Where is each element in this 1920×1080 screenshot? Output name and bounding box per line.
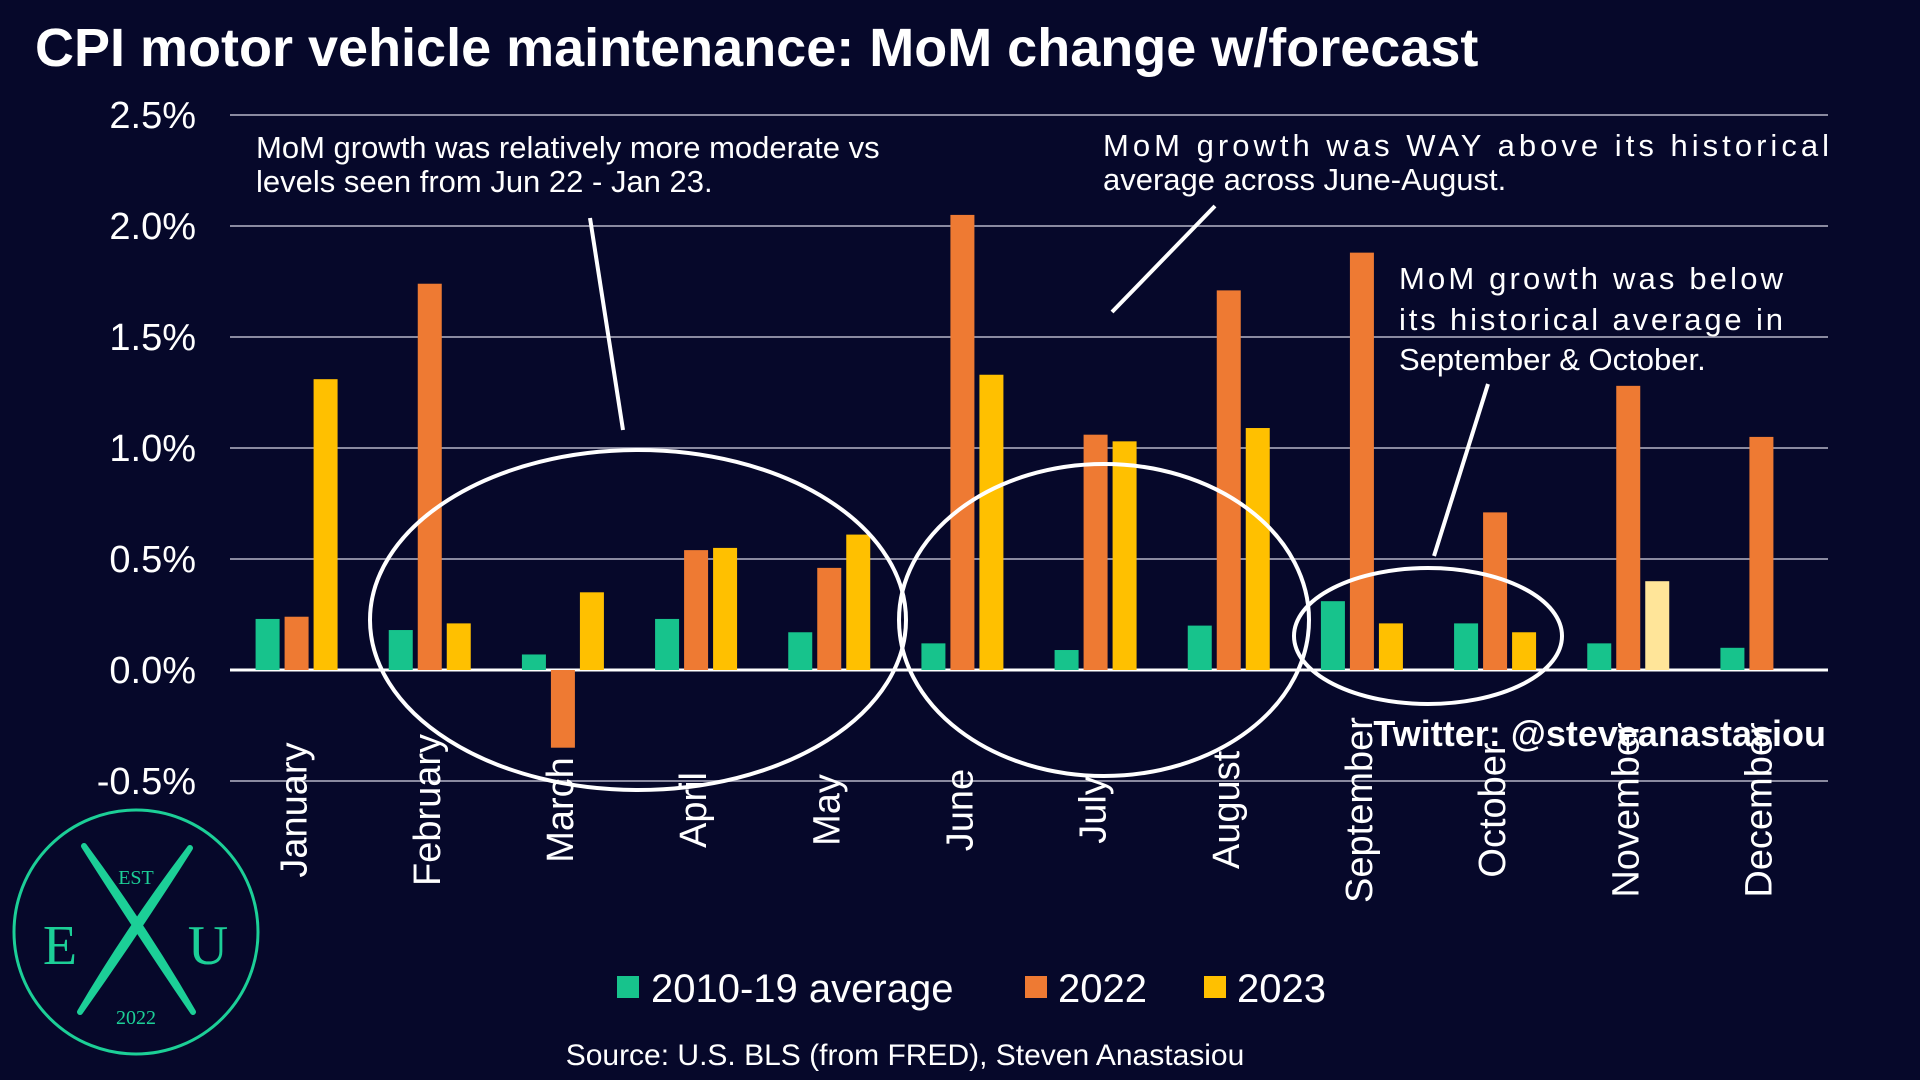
logo-est: EST (118, 867, 154, 889)
bar-december-2022 (1749, 436, 1774, 670)
logo-year: 2022 (116, 1007, 156, 1029)
x-tick-label: December (1738, 722, 1780, 898)
x-tick-label: May (806, 774, 848, 846)
legend-swatch-2022 (1025, 976, 1047, 998)
bar-november-2023 (1645, 581, 1670, 670)
annotation-ellipse-jun-aug (897, 462, 1311, 778)
legend-swatch-avg (617, 976, 639, 998)
twitter-handle: Twitter: @steveanastasiou (1373, 713, 1826, 754)
logo-letter-u: U (188, 915, 228, 977)
bar-may-2023 (846, 534, 871, 670)
bar-february-2023 (446, 623, 471, 670)
bar-july-2023 (1112, 441, 1137, 670)
y-tick-label: 2.5% (109, 95, 196, 137)
bar-june-avg (921, 643, 946, 670)
bar-august-2023 (1245, 428, 1270, 670)
x-tick-label: August (1206, 750, 1248, 869)
annotation-text-2: MoM growth was WAY above its historical … (1103, 128, 1842, 197)
bar-september-2022 (1349, 252, 1374, 670)
exu-logo: EST E X U 2022 (12, 808, 260, 1056)
y-tick-label: 0.5% (109, 539, 196, 581)
y-tick-label: 0.0% (109, 650, 196, 692)
legend-label-avg: 2010-19 average (651, 967, 953, 1011)
x-tick-label: June (939, 769, 981, 851)
legend-label-2023: 2023 (1237, 967, 1326, 1011)
bar-april-avg (655, 618, 680, 670)
y-tick-label: 1.0% (109, 428, 196, 470)
legend: 2010-19 average 2022 2023 (617, 967, 1326, 1011)
annotation-pointer-1 (588, 217, 625, 431)
logo-letter-e: E (43, 915, 77, 977)
annotation-pointer-3 (1432, 383, 1490, 557)
bar-october-2023 (1512, 632, 1537, 670)
logo-ring (12, 808, 260, 1056)
bar-march-2022 (550, 670, 575, 748)
annotation-ellipse-mar-may (368, 448, 908, 792)
legend-label-2022: 2022 (1058, 967, 1147, 1011)
chart-title: CPI motor vehicle maintenance: MoM chang… (35, 18, 1478, 78)
x-tick-label: November (1605, 722, 1647, 898)
bar-october-avg (1454, 623, 1479, 670)
x-axis: January February March April May June July Augu… (274, 717, 1781, 903)
bar-january-avg (255, 618, 280, 670)
logo-quill-icon-2 (77, 845, 193, 1015)
bar-july-2022 (1083, 434, 1108, 670)
grid (230, 114, 1828, 782)
bar-may-avg (788, 632, 813, 670)
bar-august-2022 (1216, 290, 1241, 670)
x-tick-label: October (1472, 742, 1514, 878)
bar-january-2023 (313, 379, 338, 670)
y-tick-label: 2.0% (109, 206, 196, 248)
bar-march-avg (521, 654, 546, 670)
bar-february-2022 (417, 283, 442, 670)
bar-november-2022 (1616, 385, 1641, 670)
x-tick-label: September (1339, 717, 1381, 903)
x-tick-label: March (540, 757, 582, 863)
source-note: Source: U.S. BLS (from FRED), Steven Ana… (566, 1039, 1245, 1072)
y-tick-label: -0.5% (97, 761, 196, 803)
x-tick-label: January (274, 742, 316, 877)
annotation-text-1: MoM growth was relatively more moderate … (256, 130, 888, 199)
x-tick-label: July (1073, 776, 1115, 844)
bar-february-avg (388, 630, 413, 670)
x-tick-label: February (407, 734, 449, 886)
bar-december-avg (1720, 647, 1745, 670)
annotations (368, 204, 1564, 792)
bar-august-avg (1187, 625, 1212, 670)
annotation-text-3: MoM growth was below its historical aver… (1399, 261, 1795, 377)
annotation-pointer-2 (1110, 204, 1217, 314)
bar-july-avg (1054, 650, 1079, 670)
bar-september-2023 (1378, 623, 1403, 670)
bar-march-2023 (579, 592, 604, 670)
bar-november-avg (1587, 643, 1612, 670)
annotation-ellipse-sep-oct (1292, 566, 1564, 706)
bar-october-2022 (1483, 512, 1508, 670)
bar-september-avg (1320, 601, 1345, 670)
bars (255, 214, 1774, 748)
y-axis: -0.5% 0.0% 0.5% 1.0% 1.5% 2.0% 2.5% (97, 95, 196, 803)
bar-april-2022 (684, 550, 709, 670)
bar-may-2022 (817, 567, 842, 670)
y-tick-label: 1.5% (109, 317, 196, 359)
bar-april-2023 (713, 547, 738, 670)
bar-january-2022 (284, 616, 309, 670)
bar-june-2023 (979, 374, 1004, 670)
bar-june-2022 (950, 214, 975, 670)
legend-swatch-2023 (1204, 976, 1226, 998)
